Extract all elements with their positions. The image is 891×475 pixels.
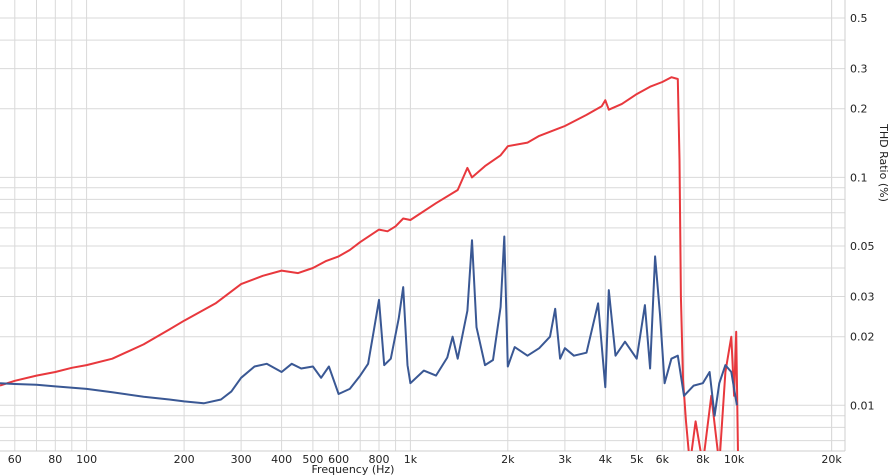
x-tick-label: 80 — [48, 453, 62, 466]
x-tick-label: 5k — [630, 453, 644, 466]
x-axis-title: Frequency (Hz) — [312, 463, 395, 475]
x-tick-label: 60 — [8, 453, 22, 466]
x-tick-label: 2k — [501, 453, 515, 466]
y-axis-ticks: 0.5 0.3 0.2 0.1 0.05 0.03 0.02 0.01 — [850, 12, 875, 412]
x-tick-label: 600 — [328, 453, 349, 466]
x-tick-label: 3k — [558, 453, 572, 466]
y-tick-label: 0.02 — [850, 331, 875, 344]
x-tick-label: 20k — [821, 453, 842, 466]
grid-lines — [0, 0, 846, 452]
y-tick-label: 0.5 — [850, 12, 868, 25]
x-tick-label: 1k — [404, 453, 418, 466]
x-tick-label: 400 — [271, 453, 292, 466]
y-tick-label: 0.03 — [850, 291, 875, 304]
x-tick-label: 6k — [656, 453, 670, 466]
x-tick-label: 200 — [174, 453, 195, 466]
series-line-2 — [0, 235, 738, 417]
y-axis-title: THD Ratio (%) — [877, 123, 890, 202]
x-axis-ticks: 60 80 100 200 300 400 500 600 800 1k 2k 3k 4k 5k 6k 8k 1… — [8, 453, 843, 466]
x-tick-label: 8k — [696, 453, 710, 466]
x-tick-label: 300 — [231, 453, 252, 466]
y-tick-label: 0.2 — [850, 103, 868, 116]
series-line-1 — [0, 76, 739, 451]
x-tick-label: 4k — [599, 453, 613, 466]
series-layer — [0, 76, 739, 451]
x-tick-label: 800 — [369, 453, 390, 466]
y-tick-label: 0.3 — [850, 63, 868, 76]
y-tick-label: 0.01 — [850, 399, 875, 412]
x-tick-label: 100 — [76, 453, 97, 466]
x-tick-label: 500 — [302, 453, 323, 466]
y-tick-label: 0.05 — [850, 240, 875, 253]
x-tick-label: 10k — [724, 453, 745, 466]
y-tick-label: 0.1 — [850, 171, 868, 184]
